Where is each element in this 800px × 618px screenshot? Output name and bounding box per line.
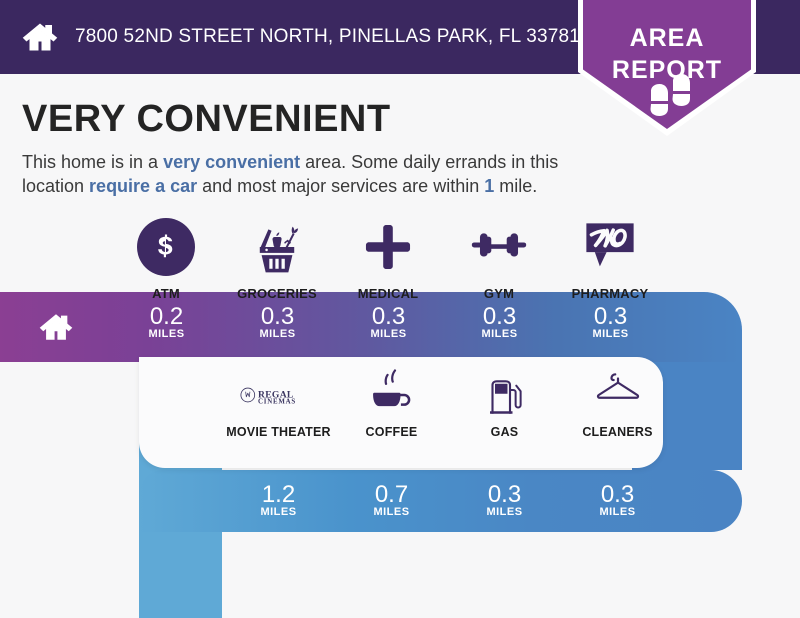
svg-text:CINEMAS: CINEMAS [258, 399, 296, 406]
svg-text:AREA: AREA [630, 24, 705, 52]
svg-text:REPORT: REPORT [612, 56, 722, 84]
